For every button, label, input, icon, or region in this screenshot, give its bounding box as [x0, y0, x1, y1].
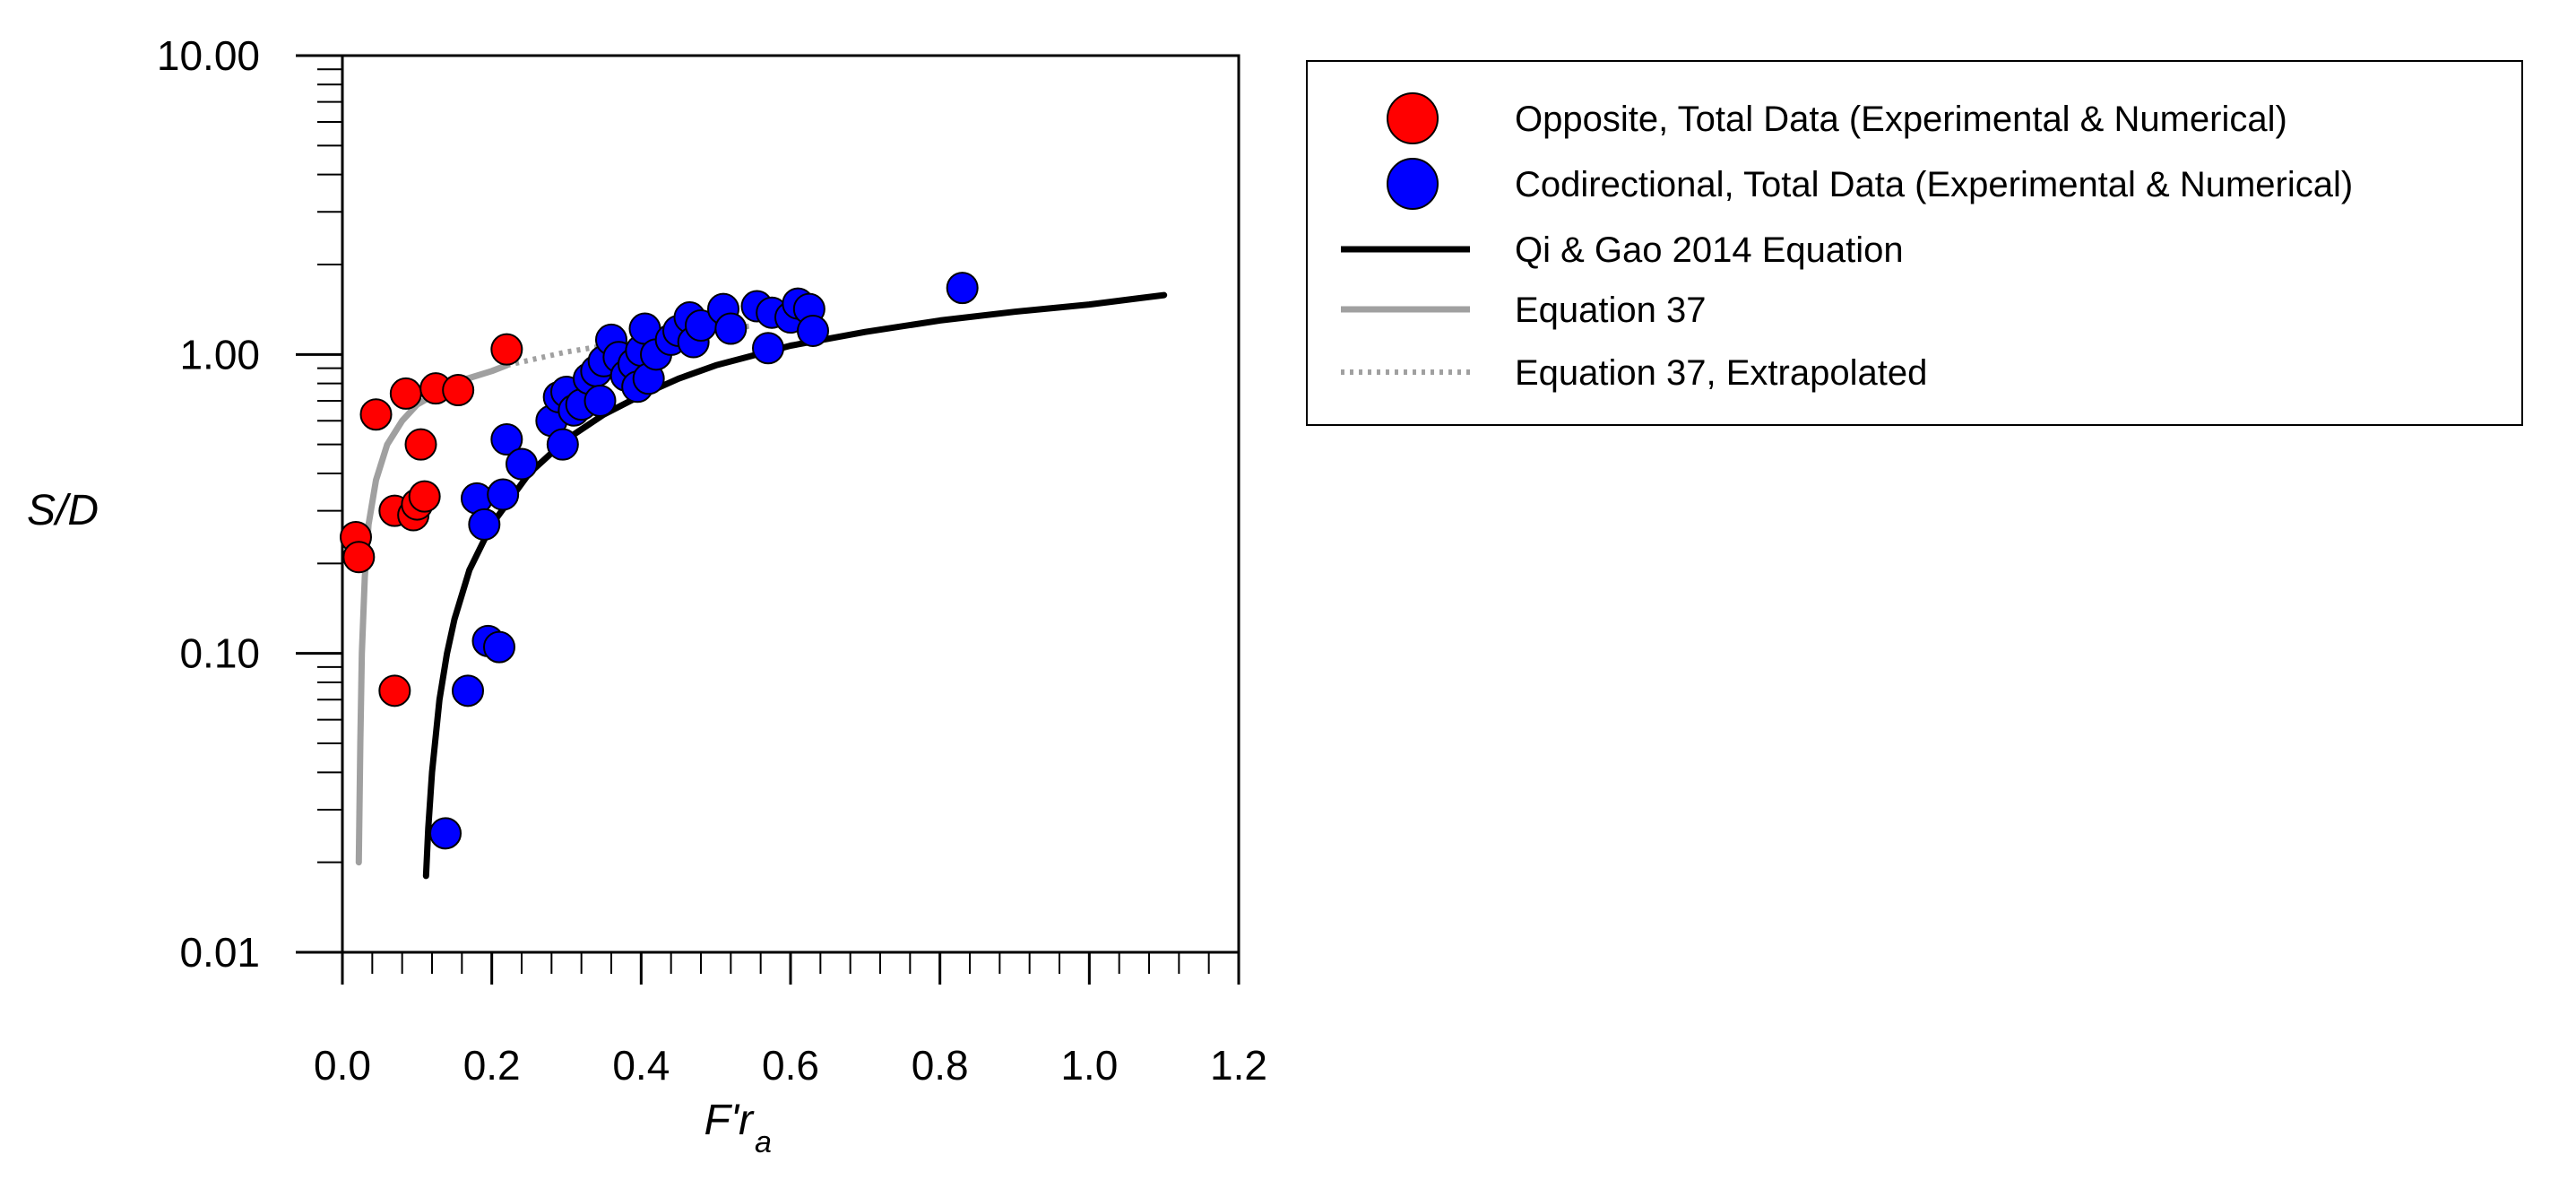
data-point-series-1	[714, 312, 748, 345]
x-tick-label: 0.6	[762, 1042, 819, 1089]
data-point-series-1	[546, 428, 579, 461]
data-point-series-0	[359, 398, 393, 431]
data-point-series-0	[490, 333, 523, 366]
legend-marker-opposite	[1387, 92, 1439, 144]
data-point-series-0	[342, 541, 376, 574]
data-point-series-1	[583, 384, 617, 417]
x-tick-label: 0.0	[314, 1042, 371, 1089]
data-point-series-1	[946, 272, 979, 305]
series-line-2	[422, 291, 1168, 880]
data-point-series-0	[408, 480, 441, 513]
data-point-series-1	[429, 817, 462, 850]
data-point-series-1	[452, 674, 484, 707]
y-tick-label: 0.10	[179, 630, 260, 677]
x-tick-label: 1.0	[1060, 1042, 1118, 1089]
x-axis-title: F'r	[705, 1097, 755, 1144]
x-tick-label: 0.2	[463, 1042, 521, 1089]
data-point-series-0	[442, 374, 475, 407]
ticks-layer: 0.0 0.2 0.4 0.6 0.8 1.0 1.2 0.01 0.10 1.00 10.00	[157, 32, 1267, 1089]
legend-marker-codirectional	[1387, 158, 1439, 210]
legend: Opposite, Total Data (Experimental & Num…	[1306, 60, 2523, 426]
data-point-series-1	[752, 332, 784, 365]
y-axis-title: S/D	[27, 487, 99, 534]
points-layer	[340, 272, 979, 850]
legend-box	[1306, 60, 2523, 426]
data-point-series-1	[797, 314, 829, 347]
x-tick-label: 0.8	[912, 1042, 969, 1089]
data-point-series-1	[468, 508, 501, 541]
x-tick-label: 1.2	[1210, 1042, 1267, 1089]
legend-label-codirectional: Codirectional, Total Data (Experimental …	[1515, 165, 2353, 204]
y-tick-label: 1.00	[179, 331, 260, 378]
data-point-series-0	[378, 674, 411, 707]
data-point-series-1	[483, 630, 515, 664]
legend-label-opposite: Opposite, Total Data (Experimental & Num…	[1515, 100, 2287, 139]
y-tick-label: 10.00	[157, 32, 260, 79]
data-point-series-1	[506, 447, 538, 481]
data-point-series-1	[487, 478, 520, 511]
y-tick-label: 0.01	[179, 929, 260, 976]
data-point-series-0	[404, 428, 437, 461]
x-axis-title-subscript: a	[755, 1125, 772, 1159]
data-point-series-0	[389, 377, 422, 410]
legend-label-eq37: Equation 37	[1515, 291, 1707, 330]
legend-label-qi-gao: Qi & Gao 2014 Equation	[1515, 230, 1904, 270]
data-point-series-1	[490, 422, 523, 456]
x-tick-label: 0.4	[612, 1042, 670, 1089]
legend-label-eq37-extrapolated: Equation 37, Extrapolated	[1515, 353, 1927, 393]
